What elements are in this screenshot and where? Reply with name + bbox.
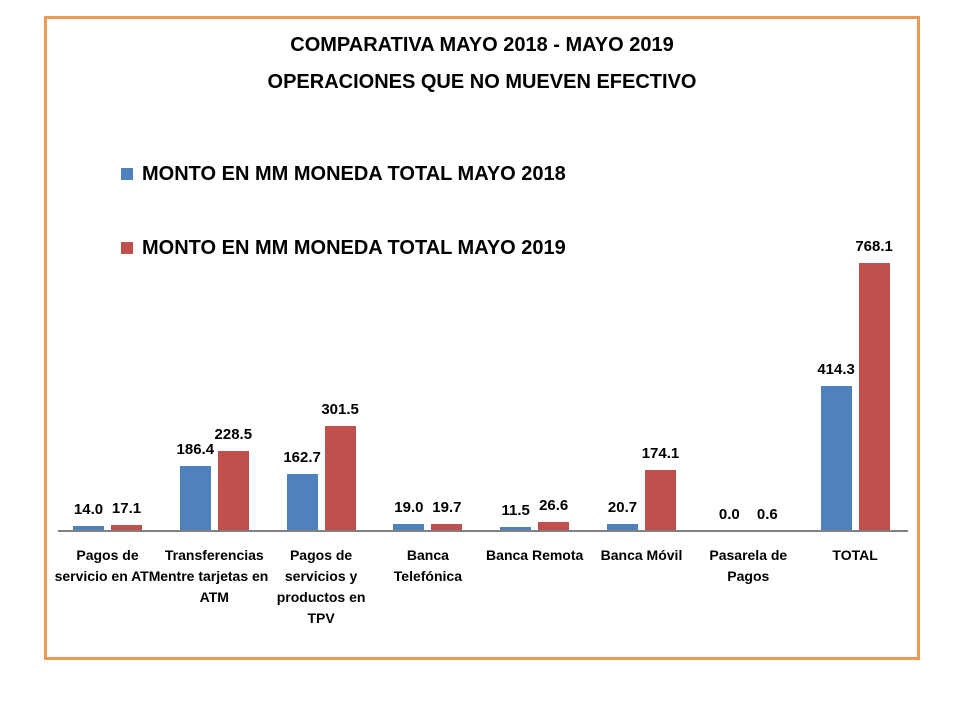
bar-2018-0	[73, 526, 104, 531]
bar-2018-4	[500, 527, 532, 531]
value-label-2018-0: 14.0	[73, 501, 104, 518]
chart-title-line-1: COMPARATIVA MAYO 2018 - MAYO 2019	[290, 34, 674, 56]
value-label-2019-1: 228.5	[214, 426, 253, 443]
legend-item-2019: MONTO EN MM MONEDA TOTAL MAYO 2019	[121, 237, 566, 259]
bar-2018-1	[179, 466, 211, 531]
category-label-1: Transferencias entre tarjetas en ATM	[160, 547, 269, 605]
value-label-2018-5: 20.7	[607, 499, 638, 516]
bar-2018-3	[393, 524, 425, 531]
bar-2019-2	[324, 426, 356, 531]
legend-item-2018: MONTO EN MM MONEDA TOTAL MAYO 2018	[121, 163, 566, 185]
value-label-2019-6: 0.6	[756, 506, 778, 523]
category-label-0: Pagos de servicio en ATM	[54, 547, 161, 584]
value-label-2018-1: 186.4	[176, 441, 215, 458]
value-label-2018-7: 414.3	[817, 361, 855, 378]
bar-2019-0	[111, 525, 142, 531]
legend-label-2018: MONTO EN MM MONEDA TOTAL MAYO 2018	[142, 162, 566, 185]
category-label-4: Banca Remota	[486, 547, 584, 563]
value-label-2018-2: 162.7	[283, 449, 321, 466]
value-label-2019-3: 19.7	[432, 499, 462, 516]
bar-2019-3	[431, 524, 463, 531]
legend-swatch-2019-icon	[121, 242, 133, 254]
bar-2019-5	[645, 470, 676, 531]
bar-2019-7	[858, 263, 890, 531]
bar-2018-7	[820, 386, 852, 531]
value-label-2019-7: 768.1	[855, 238, 893, 255]
chart-border-frame	[44, 16, 920, 660]
legend-label-2019: MONTO EN MM MONEDA TOTAL MAYO 2019	[142, 236, 566, 259]
value-label-2018-3: 19.0	[394, 499, 424, 516]
value-label-2019-4: 26.6	[539, 497, 569, 514]
category-label-3: Banca Telefónica	[393, 547, 462, 584]
category-label-2: Pagos de servicios y productos en TPV	[276, 547, 366, 626]
bar-2019-1	[217, 451, 249, 531]
category-label-5: Banca Móvil	[600, 547, 683, 563]
chart-title-line-2: OPERACIONES QUE NO MUEVEN EFECTIVO	[267, 71, 697, 93]
bar-2018-2	[286, 474, 318, 531]
legend-swatch-2018-icon	[121, 168, 133, 180]
value-label-2018-4: 11.5	[501, 502, 530, 519]
value-label-2019-2: 301.5	[321, 401, 359, 418]
category-label-7: TOTAL	[832, 547, 878, 563]
chart-title: COMPARATIVA MAYO 2018 - MAYO 2019 OPERAC…	[44, 27, 920, 101]
category-label-6: Pasarela de Pagos	[709, 547, 788, 584]
x-axis-line	[58, 530, 908, 532]
value-label-2019-5: 174.1	[641, 445, 680, 462]
value-label-2018-6: 0.0	[718, 506, 740, 523]
bar-2019-4	[538, 522, 570, 531]
value-label-2019-0: 17.1	[111, 500, 142, 517]
bar-2018-5	[607, 524, 638, 531]
